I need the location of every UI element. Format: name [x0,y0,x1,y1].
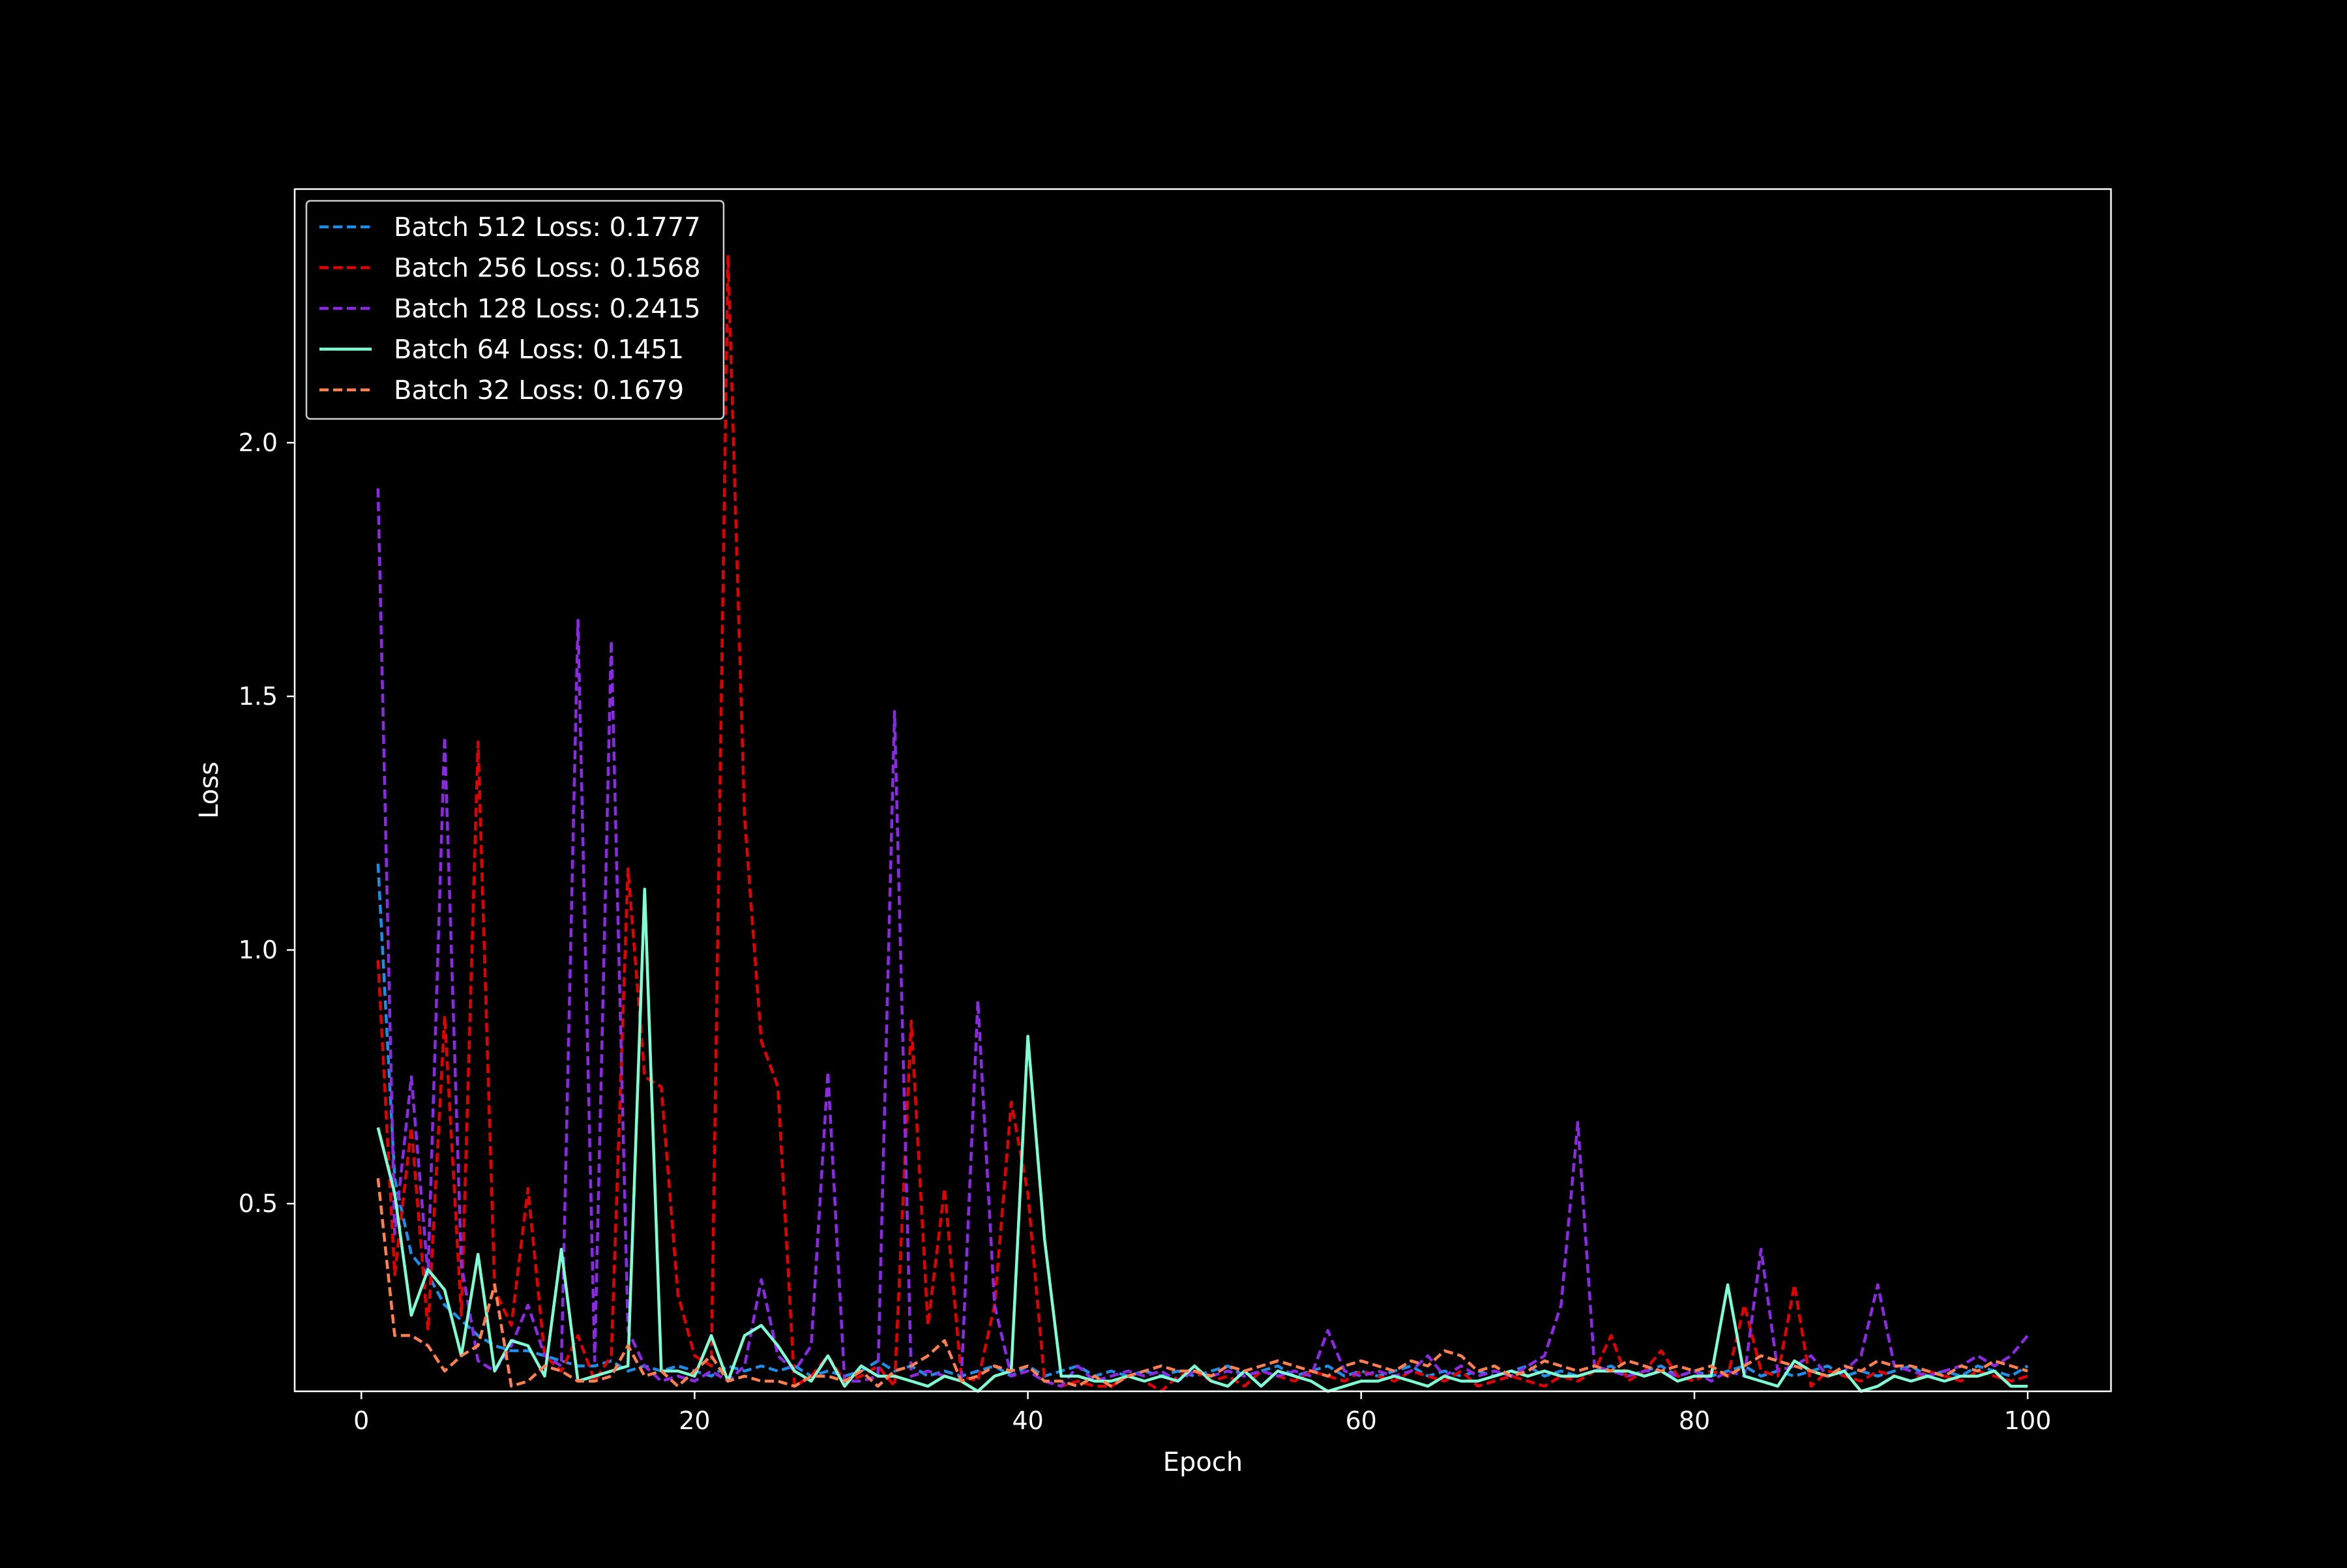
y-tick-label: 1.5 [239,682,278,711]
series-line-5 [376,1177,2028,1388]
legend-entry-label: Batch 256 Loss: 0.1568 [394,254,701,284]
legend-entry-label: Batch 512 Loss: 0.1777 [394,213,701,243]
legend-box [305,200,725,420]
x-tick-label: 20 [679,1406,710,1435]
series-line-4 [376,887,2028,1393]
legend: Batch 512 Loss: 0.1777 Batch 256 Loss: 0.… [305,200,725,420]
x-tick-label: 40 [1012,1406,1043,1435]
legend-entry-label: Batch 64 Loss: 0.1451 [394,335,684,365]
x-tick-label: 60 [1346,1406,1377,1435]
y-tick-label: 2.0 [239,428,278,457]
x-tick-label: 80 [1679,1406,1710,1435]
x-tick-label: 0 [353,1406,369,1435]
y-tick-label: 1.0 [239,936,278,964]
series-layer [376,253,2029,1393]
legend-entry-label: Batch 32 Loss: 0.1679 [394,376,684,406]
series-line-2 [376,253,2028,1393]
y-axis-ticks: 0.5 1.0 1.5 2.0 [239,428,295,1218]
x-tick-label: 100 [2004,1406,2052,1435]
x-axis-label: Epoch [1163,1447,1243,1477]
plot-frame [293,188,2112,1393]
legend-entry-label: Batch 128 Loss: 0.2415 [394,294,701,324]
y-tick-label: 0.5 [239,1189,278,1218]
y-axis-label: Loss [194,762,224,819]
x-axis-ticks: 0 20 40 60 80 100 [353,1391,2051,1435]
